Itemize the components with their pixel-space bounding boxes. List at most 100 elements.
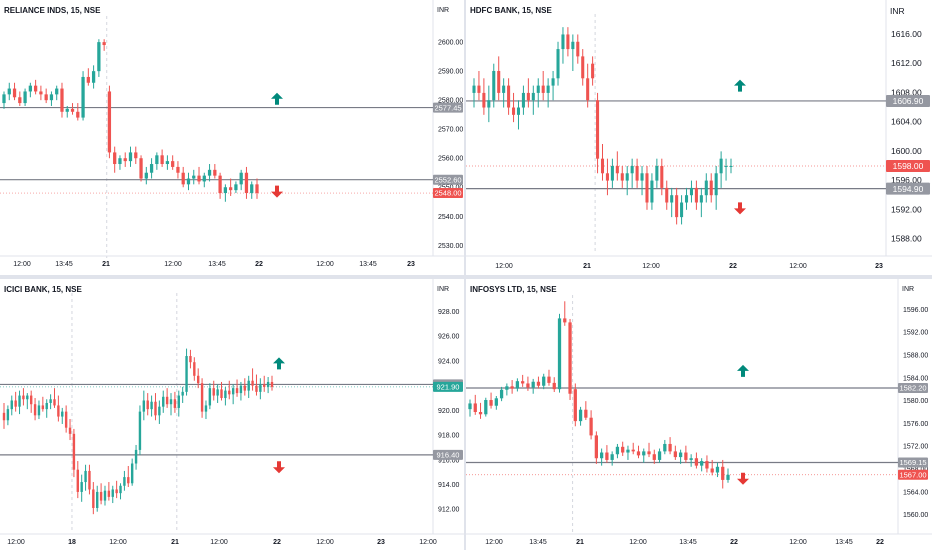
candle[interactable]	[39, 85, 43, 101]
candle[interactable]	[647, 442, 651, 458]
candle[interactable]	[255, 178, 259, 199]
candle[interactable]	[61, 407, 64, 424]
candle[interactable]	[57, 395, 60, 422]
candle[interactable]	[610, 158, 614, 188]
candle[interactable]	[600, 448, 604, 466]
candle[interactable]	[155, 152, 159, 170]
candle[interactable]	[202, 172, 206, 188]
candle[interactable]	[605, 158, 609, 196]
candle[interactable]	[516, 100, 521, 130]
candle[interactable]	[65, 105, 69, 118]
candle[interactable]	[492, 63, 496, 108]
candle[interactable]	[49, 394, 52, 410]
candle[interactable]	[134, 444, 138, 470]
candle[interactable]	[630, 158, 634, 188]
candle[interactable]	[216, 384, 219, 403]
candle[interactable]	[251, 368, 254, 391]
candle[interactable]	[68, 419, 72, 441]
candle[interactable]	[12, 82, 17, 101]
candle[interactable]	[494, 396, 498, 410]
candle[interactable]	[675, 187, 679, 225]
candle[interactable]	[142, 390, 146, 421]
candle[interactable]	[41, 396, 45, 412]
candle[interactable]	[542, 373, 546, 390]
candle[interactable]	[53, 388, 56, 408]
chart-panel-infosys[interactable]: INFOSYS LTD, 15, NSE INR 1560.00 1564.00 156…	[466, 279, 932, 550]
candle[interactable]	[115, 480, 118, 499]
candle[interactable]	[678, 449, 683, 464]
candle[interactable]	[44, 88, 48, 104]
candle[interactable]	[111, 485, 114, 504]
candle[interactable]	[521, 374, 525, 387]
candle[interactable]	[107, 482, 111, 501]
candle[interactable]	[81, 71, 85, 121]
candle[interactable]	[107, 85, 112, 159]
candle[interactable]	[139, 155, 143, 182]
candle[interactable]	[76, 461, 80, 499]
level-badge-resistance[interactable]	[898, 383, 928, 394]
candle[interactable]	[169, 393, 173, 416]
candle[interactable]	[473, 394, 477, 415]
candle[interactable]	[694, 180, 698, 210]
candle[interactable]	[626, 445, 630, 460]
candle[interactable]	[521, 85, 525, 115]
candle[interactable]	[173, 391, 177, 413]
candle[interactable]	[510, 380, 514, 394]
candle[interactable]	[557, 313, 562, 393]
arrow-up-icon[interactable]	[734, 79, 746, 92]
candle[interactable]	[128, 146, 133, 167]
candle[interactable]	[176, 161, 180, 179]
candle[interactable]	[207, 164, 212, 182]
candle[interactable]	[97, 39, 101, 77]
candle[interactable]	[234, 181, 238, 194]
candle[interactable]	[118, 155, 122, 170]
candle[interactable]	[99, 483, 103, 505]
candle[interactable]	[239, 381, 243, 401]
candle[interactable]	[23, 88, 27, 106]
candle[interactable]	[591, 56, 595, 86]
candle[interactable]	[229, 178, 233, 196]
panel-divider-horizontal[interactable]	[0, 275, 932, 279]
candle[interactable]	[605, 445, 609, 463]
candle[interactable]	[33, 398, 37, 421]
candle[interactable]	[594, 431, 598, 464]
candle[interactable]	[705, 455, 709, 473]
candle[interactable]	[7, 82, 11, 101]
candle[interactable]	[266, 377, 270, 394]
candle[interactable]	[235, 379, 239, 397]
candle[interactable]	[668, 437, 672, 455]
arrow-up-icon[interactable]	[271, 92, 283, 105]
candle[interactable]	[255, 374, 258, 396]
candle[interactable]	[714, 165, 718, 210]
candle[interactable]	[189, 349, 192, 369]
candle[interactable]	[103, 485, 107, 506]
chart-svg-icici[interactable]: ICICI BANK, 15, NSE INR 912.00 914.00 916.00…	[0, 279, 464, 550]
candle[interactable]	[547, 369, 551, 386]
candle[interactable]	[571, 34, 575, 71]
candle[interactable]	[487, 85, 491, 123]
candle[interactable]	[620, 165, 624, 188]
candle[interactable]	[660, 158, 664, 196]
candle[interactable]	[541, 70, 545, 101]
candle[interactable]	[244, 166, 249, 199]
candle[interactable]	[212, 380, 215, 401]
candle[interactable]	[615, 443, 620, 459]
candle[interactable]	[165, 155, 170, 170]
candle[interactable]	[505, 383, 509, 396]
candle[interactable]	[247, 375, 250, 399]
arrow-down-icon[interactable]	[273, 461, 285, 474]
candle[interactable]	[192, 169, 196, 185]
candle[interactable]	[270, 375, 274, 391]
candle[interactable]	[259, 378, 262, 400]
candle[interactable]	[102, 39, 106, 51]
candle[interactable]	[704, 173, 708, 203]
candle[interactable]	[18, 91, 22, 106]
candle[interactable]	[721, 459, 725, 489]
candle[interactable]	[536, 376, 541, 389]
arrow-down-icon[interactable]	[271, 185, 283, 198]
candle[interactable]	[670, 187, 674, 218]
candle[interactable]	[694, 452, 699, 469]
level-badge-support[interactable]	[433, 174, 463, 185]
candle[interactable]	[472, 78, 476, 108]
candle[interactable]	[709, 173, 713, 203]
